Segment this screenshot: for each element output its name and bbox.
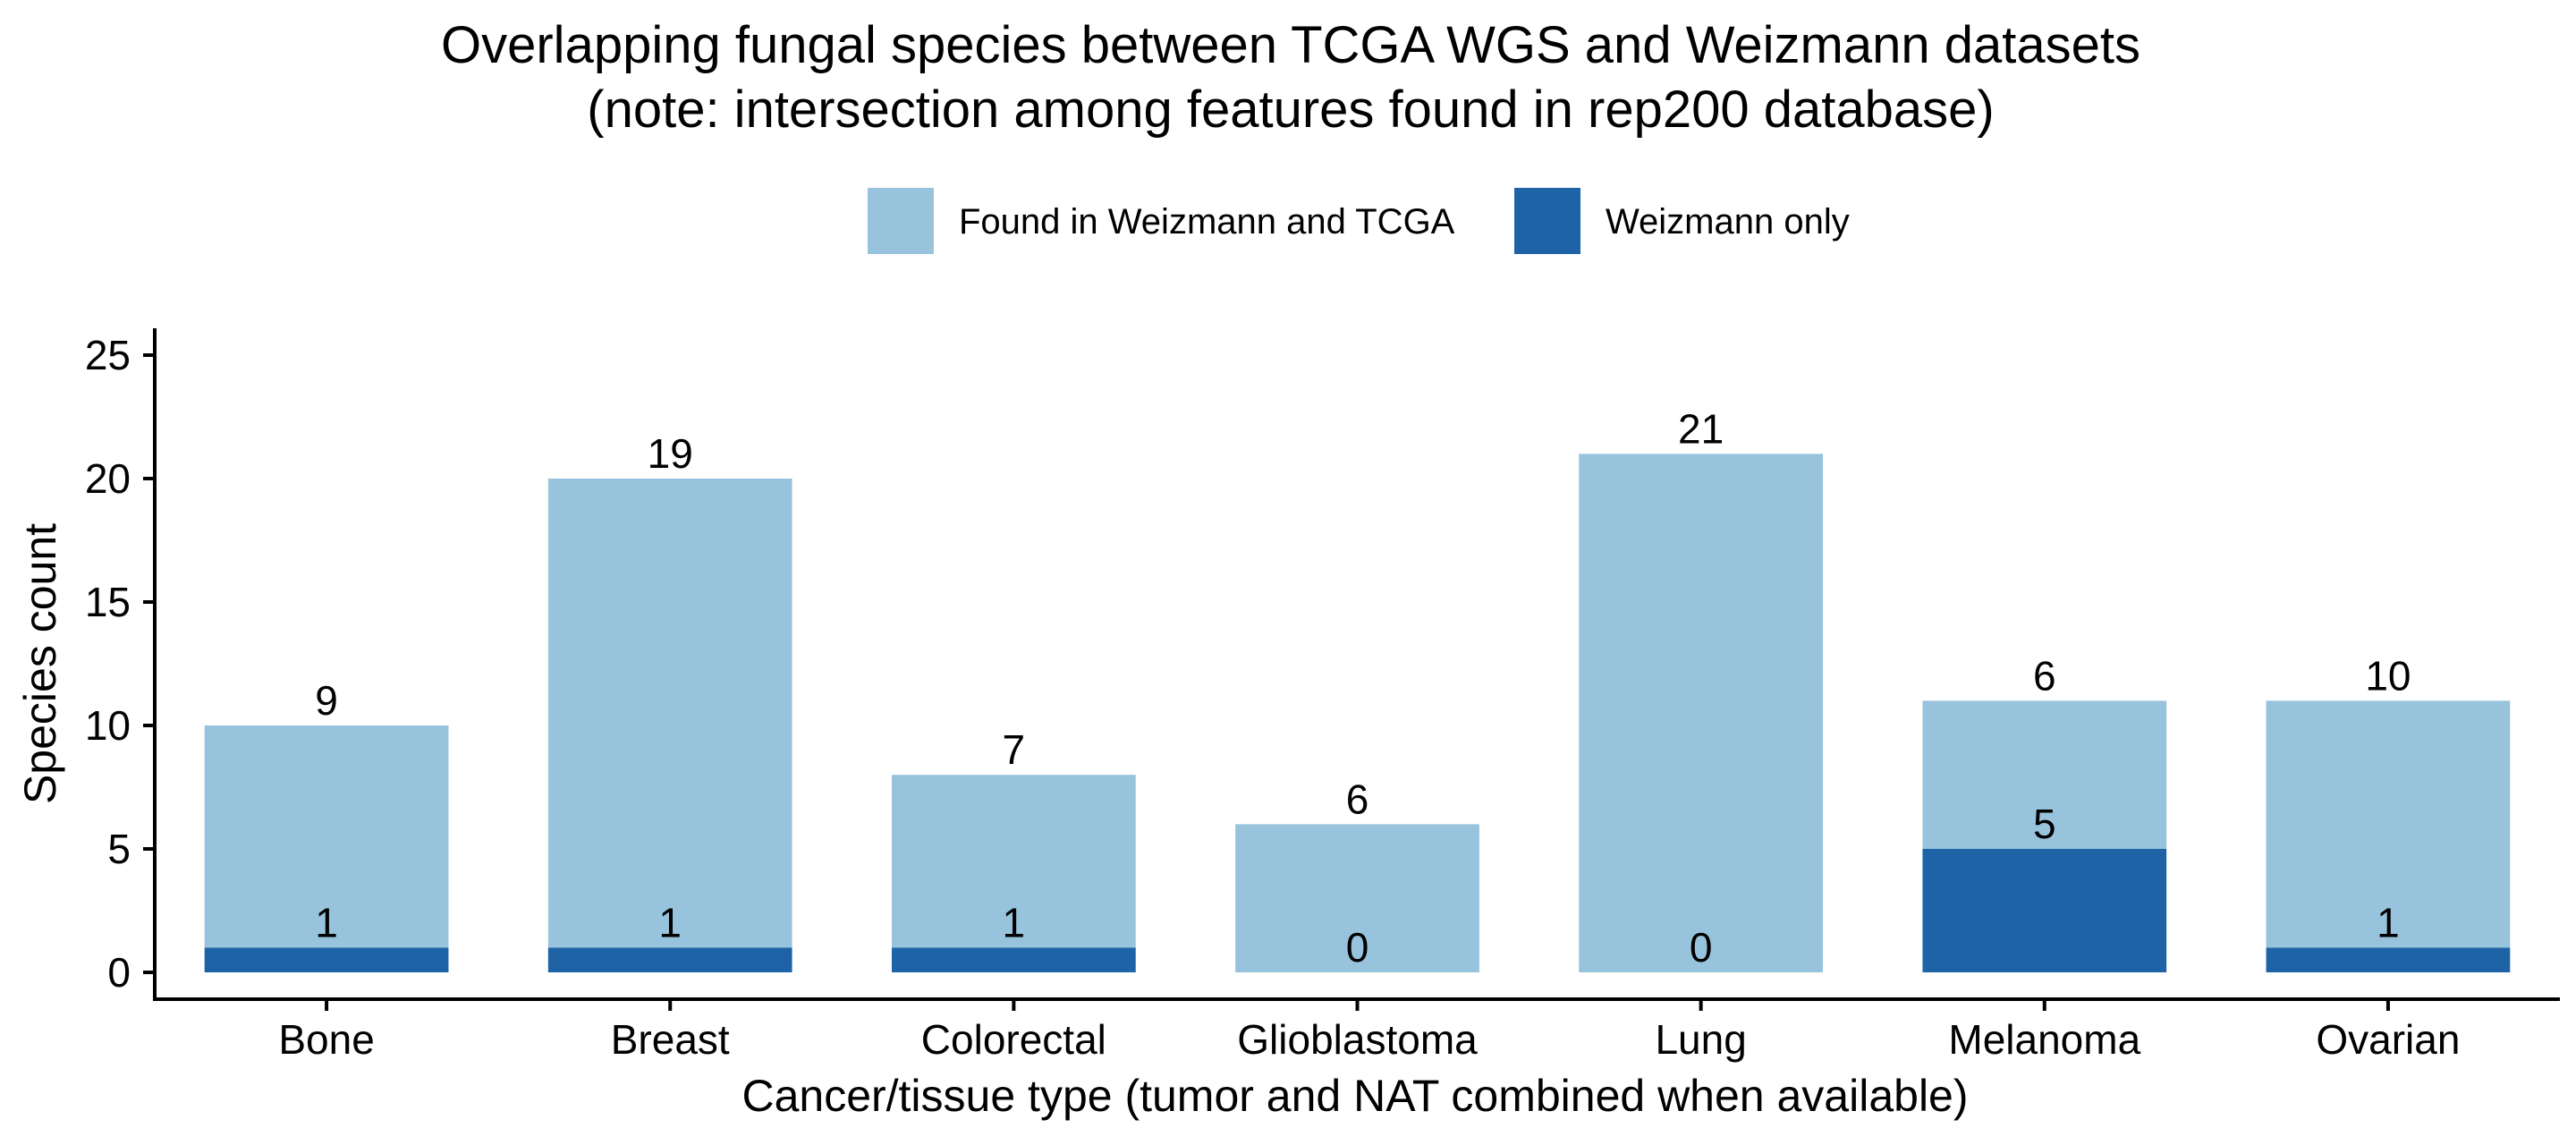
bar-shared-glioblastoma xyxy=(1235,824,1479,972)
data-label-shared-colorectal: 7 xyxy=(1003,726,1026,773)
x-tick-label-bone: Bone xyxy=(278,1016,374,1063)
data-label-shared-bone: 9 xyxy=(315,677,338,724)
x-tick-label-colorectal: Colorectal xyxy=(921,1016,1106,1063)
y-tick-label-15: 15 xyxy=(85,579,131,625)
y-tick-label-0: 0 xyxy=(107,949,131,996)
bar-shared-breast xyxy=(547,479,792,948)
data-label-weizmann-only-ovarian: 1 xyxy=(2377,899,2400,946)
data-label-weizmann-only-colorectal: 1 xyxy=(1003,899,1026,946)
data-label-shared-melanoma: 6 xyxy=(2033,652,2056,699)
legend: Found in Weizmann and TCGA Weizmann only xyxy=(868,188,1850,254)
plot-area: 051015202591Bone191Breast71Colorectal60G… xyxy=(85,332,2511,1063)
bar-weizmann-only-colorectal xyxy=(891,947,1136,972)
legend-swatch-weizmann-only xyxy=(1514,188,1580,254)
bar-weizmann-only-bone xyxy=(204,947,449,972)
chart-title: Overlapping fungal species between TCGA … xyxy=(441,16,2140,74)
data-label-shared-lung: 21 xyxy=(1678,405,1724,452)
x-tick-label-glioblastoma: Glioblastoma xyxy=(1237,1016,1478,1063)
data-label-shared-ovarian: 10 xyxy=(2365,652,2411,699)
y-tick-label-10: 10 xyxy=(85,702,131,749)
data-label-weizmann-only-melanoma: 5 xyxy=(2033,801,2056,847)
data-label-weizmann-only-bone: 1 xyxy=(315,899,338,946)
data-label-weizmann-only-glioblastoma: 0 xyxy=(1346,924,1369,971)
data-label-weizmann-only-breast: 1 xyxy=(658,899,682,946)
x-tick-label-ovarian: Ovarian xyxy=(2316,1016,2460,1063)
data-label-weizmann-only-lung: 0 xyxy=(1690,924,1713,971)
data-label-shared-glioblastoma: 6 xyxy=(1346,776,1369,822)
y-tick-label-20: 20 xyxy=(85,455,131,502)
legend-swatch-shared xyxy=(868,188,934,254)
y-tick-label-5: 5 xyxy=(107,826,131,872)
data-label-shared-breast: 19 xyxy=(648,430,693,477)
bar-shared-ovarian xyxy=(2266,700,2511,948)
x-axis-title: Cancer/tissue type (tumor and NAT combin… xyxy=(741,1071,1968,1121)
legend-label-weizmann-only: Weizmann only xyxy=(1606,202,1850,242)
x-tick-label-melanoma: Melanoma xyxy=(1948,1016,2140,1063)
bar-weizmann-only-breast xyxy=(547,947,792,972)
chart-subtitle: (note: intersection among features found… xyxy=(587,81,1994,139)
x-tick-label-breast: Breast xyxy=(611,1016,730,1063)
y-axis-title: Species count xyxy=(15,523,65,804)
bar-weizmann-only-melanoma xyxy=(1922,849,2167,972)
bar-shared-lung xyxy=(1579,454,1824,972)
bar-shared-melanoma xyxy=(1922,700,2167,849)
y-tick-label-25: 25 xyxy=(85,332,131,378)
bar-shared-bone xyxy=(204,725,449,948)
bar-shared-colorectal xyxy=(891,775,1136,948)
bar-weizmann-only-ovarian xyxy=(2266,947,2511,972)
x-tick-label-lung: Lung xyxy=(1655,1016,1746,1063)
legend-label-shared: Found in Weizmann and TCGA xyxy=(959,202,1455,242)
